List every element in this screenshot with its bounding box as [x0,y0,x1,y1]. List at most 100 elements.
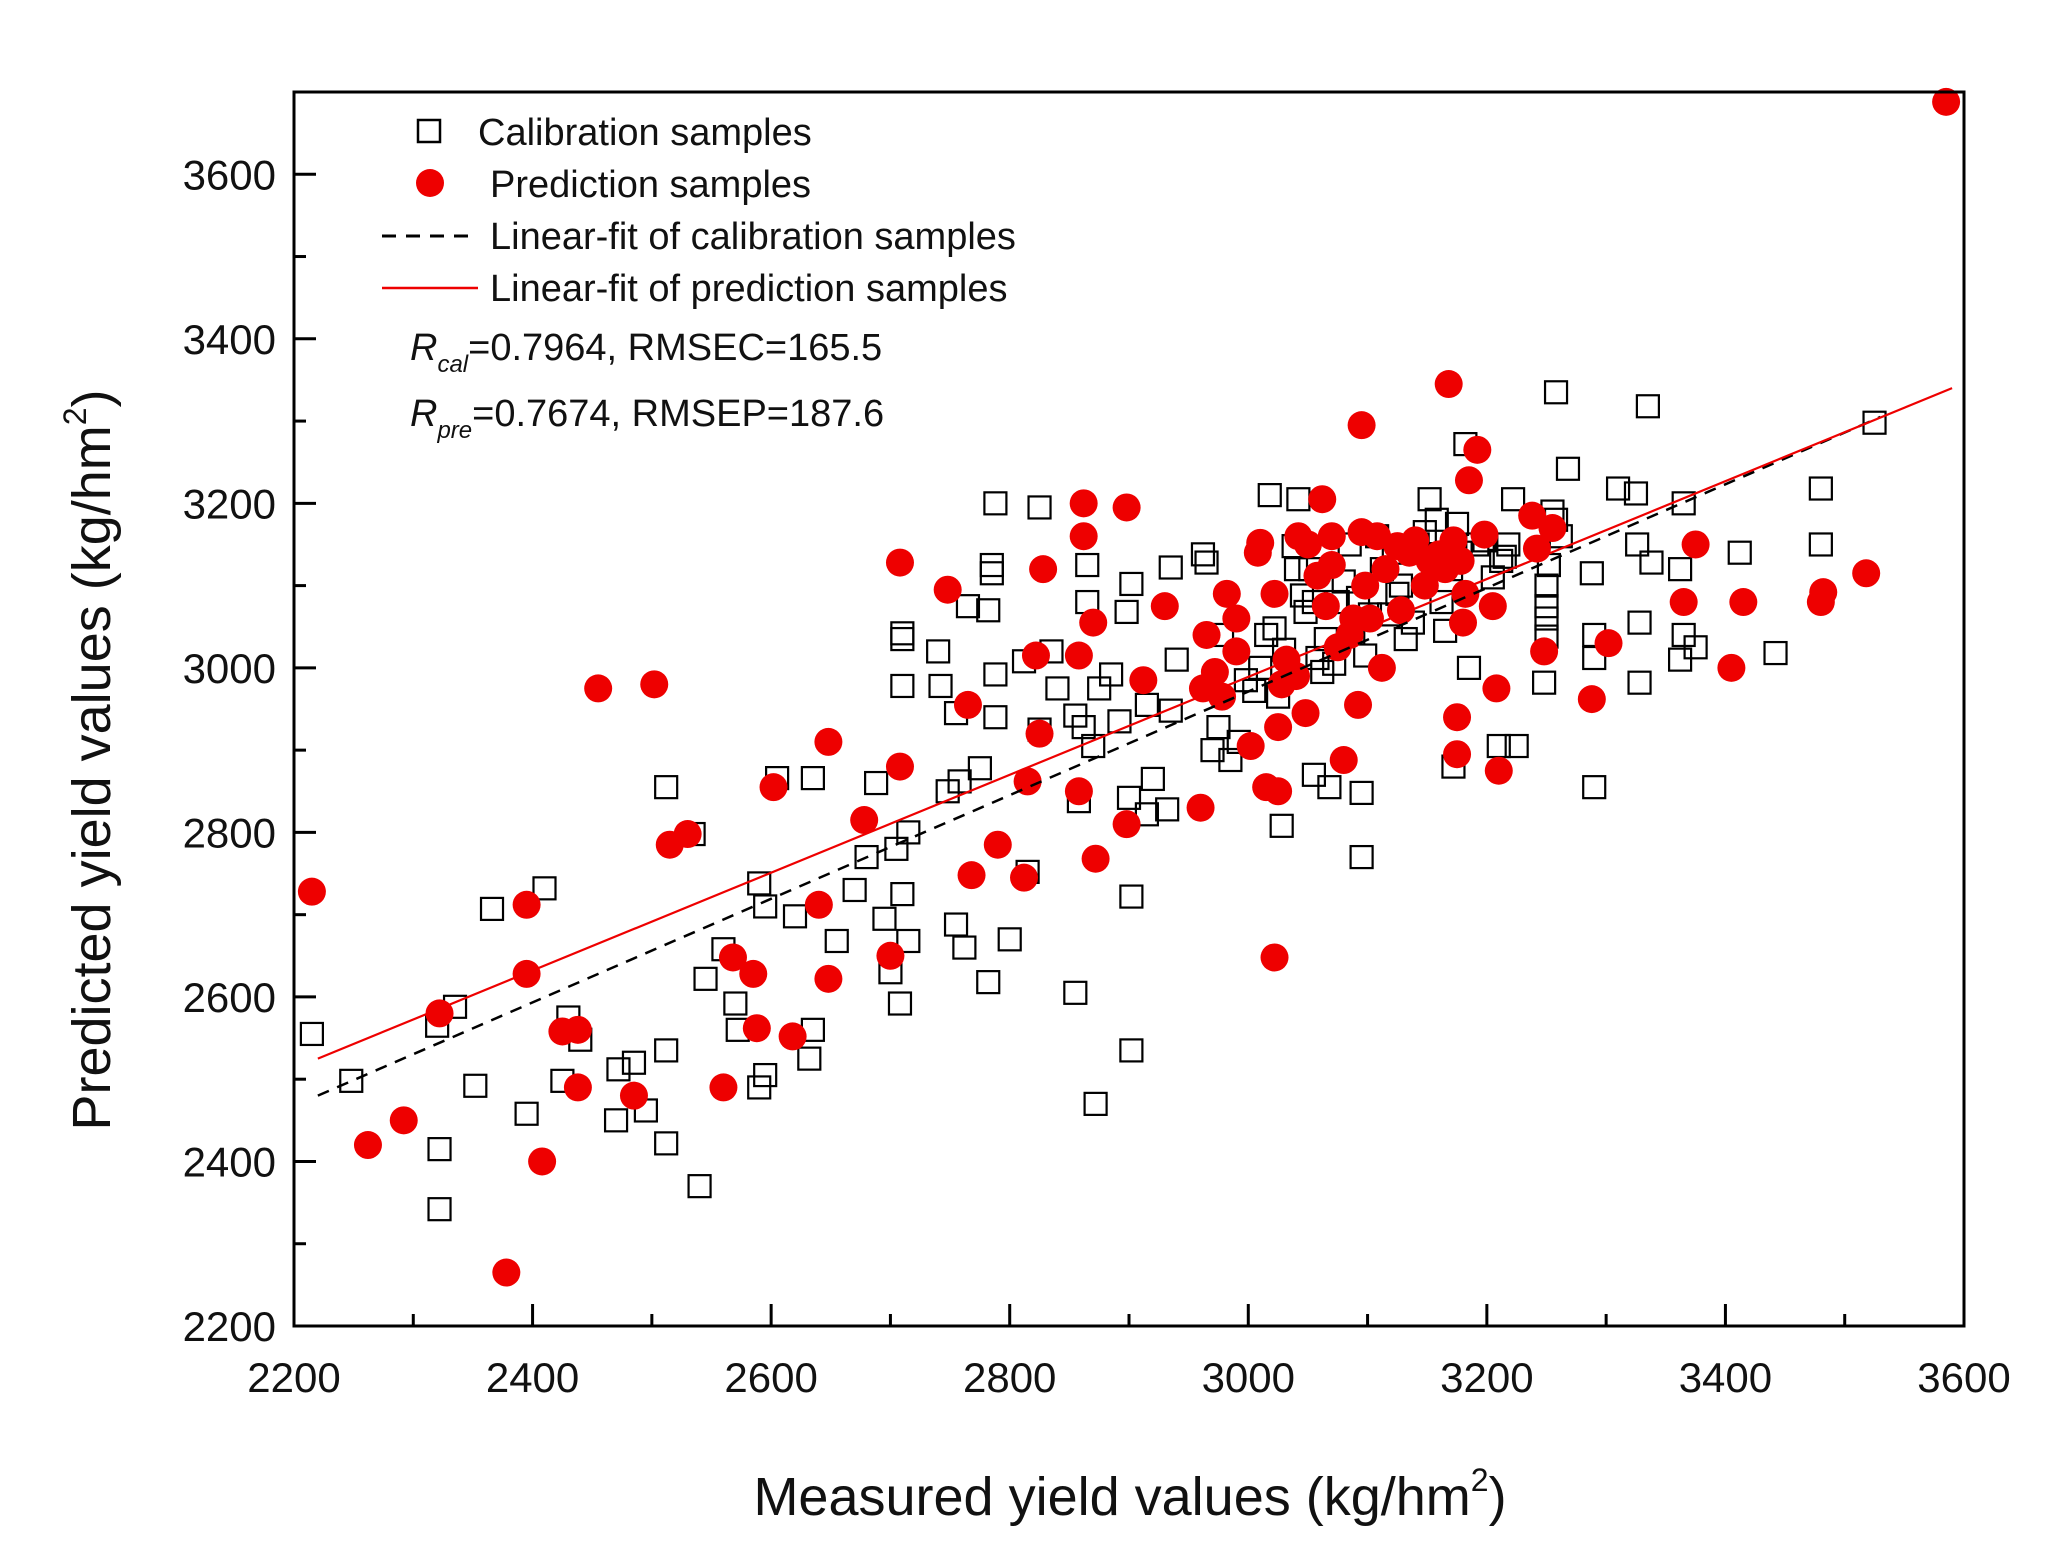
prediction-point [1852,559,1881,588]
calibration-point [952,935,977,960]
prediction-point [1347,411,1376,440]
calibration-point [1134,692,1159,717]
prediction-point [1200,657,1229,686]
prediction-point [1112,493,1141,522]
calibration-point [976,970,1001,995]
prediction-point [1222,637,1251,666]
calibration-point [693,966,718,991]
calibration-point [1063,980,1088,1005]
prediction-point [563,1015,592,1044]
x-tick-label: 3000 [1202,1354,1295,1401]
prediction-point [1186,793,1215,822]
prediction-point [876,941,905,970]
prediction-point [804,890,833,919]
prediction-point [1577,685,1606,714]
prediction-point [1264,713,1293,742]
calibration-point [1083,1091,1108,1116]
legend-label-calibration: Calibration samples [478,112,812,154]
calibration-point [1027,495,1052,520]
prediction-point [1029,555,1058,584]
calibration-point [1349,844,1374,870]
prediction-point [1401,526,1430,555]
fit-lines [317,387,1953,1097]
prediction-point [1717,653,1746,682]
calibration-point [1862,410,1887,435]
calibration-point [1417,487,1442,512]
calibration-point [1107,709,1132,734]
prediction-point [1482,674,1511,703]
calibration-point [1534,594,1559,619]
prediction-point [953,690,982,719]
prediction-point [1064,777,1093,806]
prediction-point [1463,435,1492,464]
stat-prediction-value: =0.7674, RMSEP=187.6 [472,393,884,435]
prediction-point [1064,641,1093,670]
prediction-point [1222,604,1251,633]
calibration-point [1456,655,1482,680]
calibration-point [1269,813,1294,838]
prediction-point [1010,863,1039,892]
calibration-point [1639,550,1664,575]
prediction-point [512,890,541,919]
prediction-point [528,1147,557,1176]
prediction-point [492,1258,521,1287]
calibration-point [1119,1038,1144,1063]
calibration-point [896,820,921,845]
calibration-point [983,662,1008,687]
calibration-point [479,896,505,922]
calibration-point [1582,775,1607,800]
calibration-point [1763,640,1788,666]
x-axis-title-main: Measured yield values (kg/hm [753,1467,1470,1527]
calibration-point [926,639,951,664]
prediction-point [1443,740,1472,769]
prediction-point [1317,551,1346,580]
y-tick-label: 3200 [183,480,276,527]
calibration-point [1071,714,1096,740]
calibration-point [1158,555,1183,580]
calibration-point [1667,647,1693,672]
calibration-points [299,380,1887,1222]
prediction-point [1329,746,1358,775]
calibration-point [890,673,915,699]
prediction-point [778,1022,807,1051]
calibration-point [427,1137,452,1162]
prediction-point [297,877,326,906]
calibration-point [1119,571,1144,597]
calibration-point [1635,394,1660,419]
calibration-point [1045,676,1070,701]
calibration-point [967,756,992,781]
calibration-point [928,673,953,699]
calibration-point [842,877,867,903]
calibration-point [1808,476,1833,501]
prediction-point [1681,530,1710,559]
legend-label-prediction: Prediction samples [490,164,811,206]
calibration-point [1190,542,1216,567]
calibration-point [1532,670,1557,695]
prediction-point [1192,620,1221,649]
y-tick-label: 3000 [183,645,276,692]
y-tick-label: 2400 [183,1138,276,1185]
prediction-point [1150,592,1179,621]
prediction-point [1236,732,1265,761]
calibration-point [947,769,972,794]
prediction-point [563,1073,592,1102]
calibration-point [1492,544,1517,569]
calibration-point [1114,599,1139,625]
y-tick-label: 3400 [183,316,276,363]
prediction-point [1351,571,1380,600]
prediction-point [850,806,879,835]
calibration-point [782,904,808,929]
fit-line-prediction [317,387,1953,1060]
prediction-point [709,1073,738,1102]
calibration-point [723,991,748,1016]
calibration-point [1627,610,1652,635]
calibration-point [532,876,557,901]
y-axis-title: Predicted yield values (kg/hm2) [57,389,122,1130]
calibration-point [1317,775,1342,800]
prediction-point [1291,699,1320,728]
prediction-point [1025,719,1054,748]
prediction-point [1669,588,1698,617]
calibration-point [1206,714,1231,740]
prediction-point [718,943,747,972]
